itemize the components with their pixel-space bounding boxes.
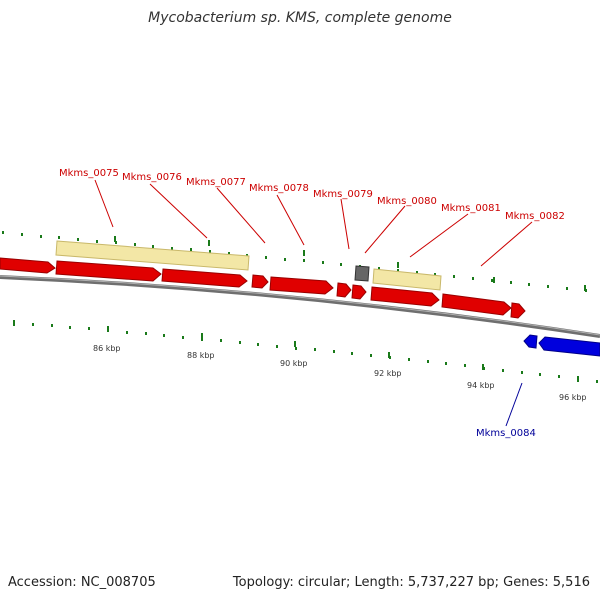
cds-feature-bar[interactable] [55, 240, 250, 271]
gene-arrow[interactable] [351, 284, 367, 300]
gene-arrow[interactable] [523, 334, 538, 349]
gene-label: Mkms_0084 [476, 428, 536, 439]
forward-genes [0, 257, 526, 319]
gene-arrow[interactable] [269, 276, 334, 295]
kbp-label: 96 kbp [559, 393, 587, 402]
gene-label: Mkms_0075 [59, 168, 119, 179]
gene-label: Mkms_0076 [122, 172, 182, 183]
gene-label: Mkms_0079 [313, 189, 373, 200]
unknown-feature-box[interactable] [354, 265, 370, 282]
genome-backbone [0, 275, 600, 338]
gene-label: Mkms_0080 [377, 196, 437, 207]
gene-arrow[interactable] [0, 257, 56, 274]
gene-arrow[interactable] [510, 302, 526, 319]
gene-arrow[interactable] [441, 293, 512, 316]
inner-tick-row [13, 320, 598, 383]
reverse-leader-line [505, 382, 523, 427]
kbp-label: 92 kbp [374, 369, 402, 378]
gene-arrow[interactable] [55, 260, 162, 282]
forward-leader-lines [94, 179, 533, 267]
gene-arrow[interactable] [336, 282, 352, 298]
accession-label: Accession: NC_008705 [8, 575, 156, 590]
gene-label: Mkms_0077 [186, 177, 246, 188]
kbp-label: 86 kbp [93, 344, 121, 353]
gene-label: Mkms_0078 [249, 183, 309, 194]
gene-label: Mkms_0081 [441, 203, 501, 214]
genome-title: Mycobacterium sp. KMS, complete genome [148, 10, 452, 26]
reverse-genes [523, 334, 600, 357]
gene-label: Mkms_0082 [505, 211, 565, 222]
kbp-label: 94 kbp [467, 381, 495, 390]
genome-summary: Topology: circular; Length: 5,737,227 bp… [232, 575, 590, 590]
kbp-label: 88 kbp [187, 351, 215, 360]
gene-arrow[interactable] [251, 274, 269, 289]
gene-arrow[interactable] [370, 286, 440, 307]
gene-arrow[interactable] [538, 336, 600, 357]
gene-arrow[interactable] [161, 268, 248, 288]
kbp-label: 90 kbp [280, 359, 308, 368]
cds-feature-bar[interactable] [372, 268, 442, 291]
